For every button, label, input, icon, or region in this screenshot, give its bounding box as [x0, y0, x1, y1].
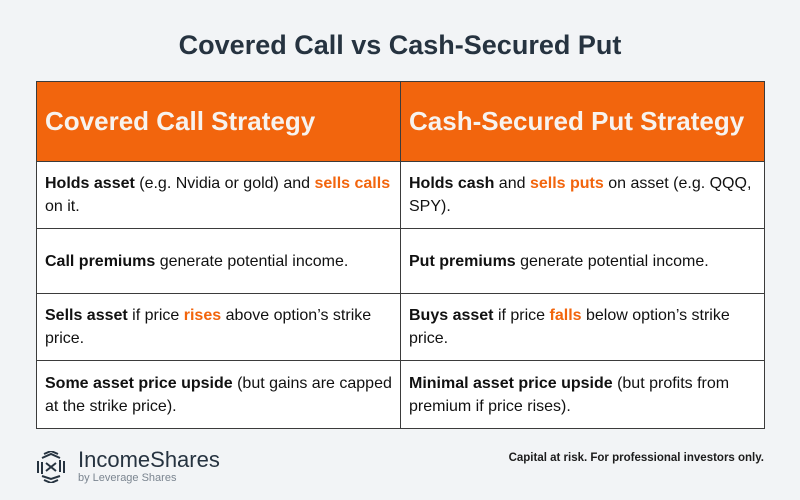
cash-secured-put-cell: Put premiums generate potential income.: [400, 228, 765, 294]
brand-subtitle: by Leverage Shares: [78, 472, 177, 484]
hexagon-weave-logo-icon: [37, 450, 65, 483]
covered-call-cell: Sells asset if price rises above option’…: [36, 293, 401, 361]
bold-text: Holds asset: [45, 175, 135, 192]
bold-text: Some asset price upside: [45, 374, 233, 392]
highlight-text: sells puts: [529, 175, 604, 192]
cell-text: above option’s strike price.: [45, 307, 372, 347]
table-row: Holds asset (e.g. Nvidia or gold) and se…: [36, 161, 765, 229]
highlight-text: sells calls: [314, 175, 391, 192]
bold-text: Minimal asset price upside: [409, 374, 613, 392]
cell-text: generate potential income.: [515, 252, 709, 270]
header-cash-secured-put: Cash-Secured Put Strategy: [400, 81, 765, 162]
risk-disclaimer: Capital at risk. For professional invest…: [508, 452, 764, 464]
cell-text: on asset (e.g. QQQ, SPY).: [409, 175, 752, 215]
brand-logo: IncomeShares by Leverage Shares: [36, 448, 220, 485]
table-row: Some asset price upside (but gains are c…: [36, 360, 765, 429]
highlight-text: rises: [183, 307, 222, 324]
bold-text: Buys asset: [409, 307, 494, 324]
brand-name: IncomeShares: [78, 447, 220, 472]
cash-secured-put-cell: Minimal asset price upside (but profits …: [400, 360, 765, 429]
covered-call-cell: Holds asset (e.g. Nvidia or gold) and se…: [36, 161, 401, 229]
table-header-row: Covered Call Strategy Cash-Secured Put S…: [36, 81, 765, 162]
cell-text: if price: [127, 307, 184, 324]
bold-text: Holds cash: [409, 175, 495, 192]
cell-text: if price: [493, 307, 550, 324]
highlight-text: falls: [549, 307, 582, 324]
table-row: Sells asset if price rises above option’…: [36, 293, 765, 361]
covered-call-cell: Some asset price upside (but gains are c…: [36, 360, 401, 429]
cell-text: generate potential income.: [155, 252, 349, 270]
cell-text: and: [494, 175, 530, 192]
cash-secured-put-cell: Holds cash and sells puts on asset (e.g.…: [400, 161, 765, 229]
cell-text: (but gains are capped at the strike pric…: [45, 374, 392, 415]
comparison-table: Covered Call Strategy Cash-Secured Put S…: [36, 81, 765, 429]
page-title: Covered Call vs Cash-Secured Put: [178, 30, 622, 60]
bold-text: Put premiums: [409, 252, 516, 270]
cell-text: (but profits from premium if price rises…: [409, 374, 730, 415]
header-covered-call: Covered Call Strategy: [36, 81, 401, 162]
cell-text: (e.g. Nvidia or gold) and: [134, 175, 315, 192]
bold-text: Sells asset: [45, 307, 128, 324]
bold-text: Call premiums: [45, 252, 156, 270]
cell-text: below option’s strike price.: [409, 307, 730, 347]
covered-call-cell: Call premiums generate potential income.: [36, 228, 401, 294]
table-row: Call premiums generate potential income.…: [36, 228, 765, 294]
cell-text: on it.: [45, 198, 80, 215]
cash-secured-put-cell: Buys asset if price falls below option’s…: [400, 293, 765, 361]
